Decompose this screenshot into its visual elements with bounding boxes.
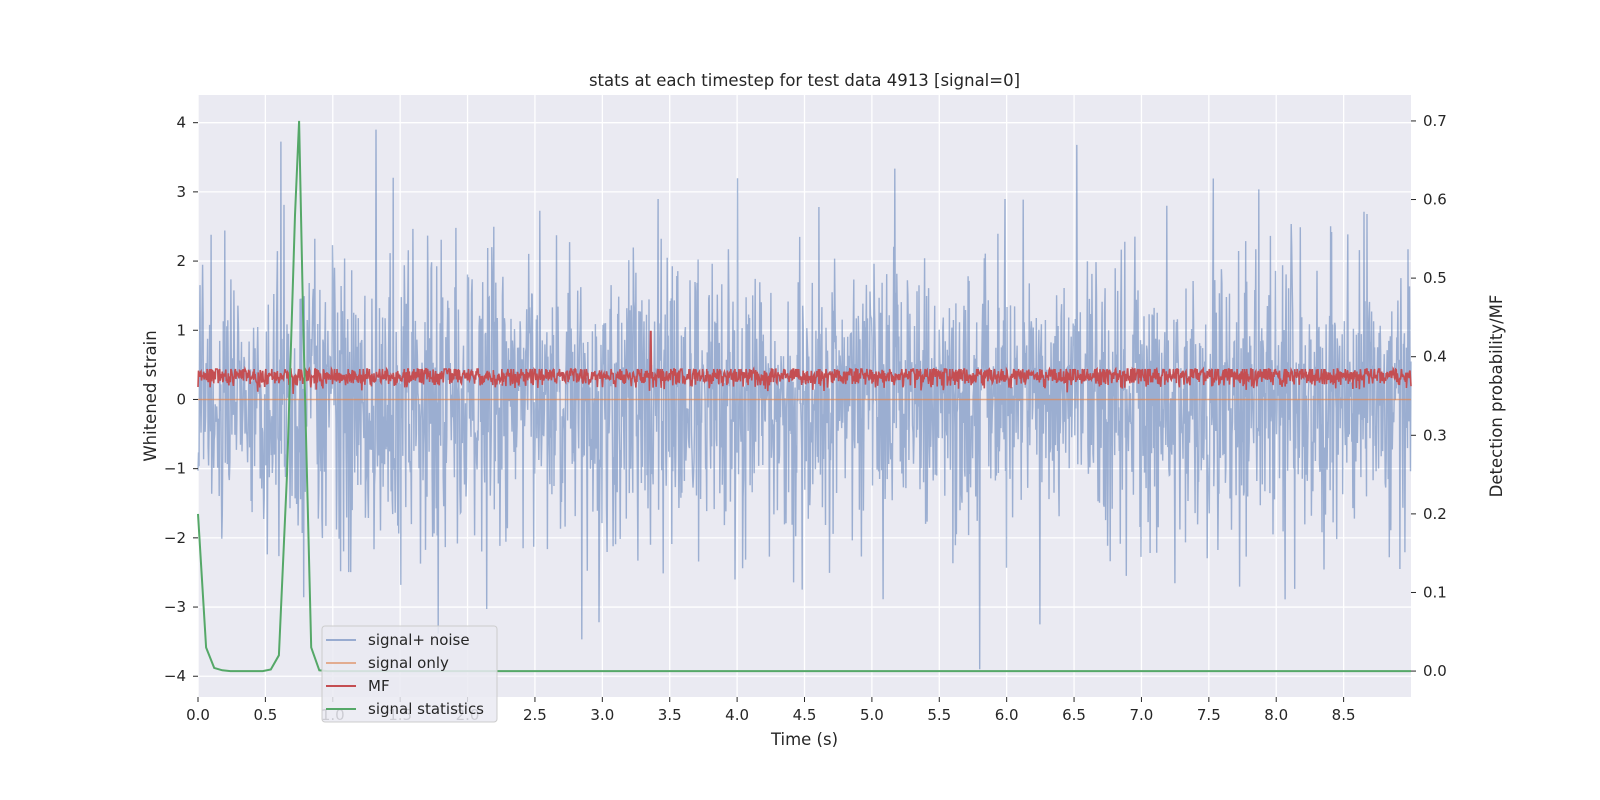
x-tick-label: 3.0	[590, 706, 614, 724]
x-tick-label: 3.5	[658, 706, 682, 724]
y-right-tick-label: 0.7	[1423, 112, 1447, 130]
y-axis-left: 4 3 2 1 0 −1 −2 −3 −4	[164, 114, 198, 685]
x-tick-label: 6.5	[1062, 706, 1086, 724]
y-left-tick-label: −2	[164, 529, 186, 547]
y-left-tick-label: 0	[176, 390, 186, 408]
y-right-tick-label: 0.0	[1423, 662, 1447, 680]
y-left-tick-label: 3	[176, 183, 186, 201]
y-left-tick-label: −3	[164, 598, 186, 616]
legend-label: signal+ noise	[368, 631, 470, 649]
y-left-tick-label: −1	[164, 460, 186, 478]
y-axis-right: 0.7 0.6 0.5 0.4 0.3 0.2 0.1 0.0	[1411, 112, 1447, 680]
legend-label: signal only	[368, 654, 449, 672]
legend-box	[321, 625, 498, 723]
y-axis-left-label: Whitened strain	[141, 330, 160, 461]
x-tick-label: 4.0	[725, 706, 749, 724]
chart-title: stats at each timestep for test data 491…	[589, 71, 1020, 90]
series-signal-statistics-line	[197, 120, 1411, 673]
x-tick-label: 4.5	[793, 706, 817, 724]
legend-label: signal statistics	[368, 700, 484, 718]
series-signal-noise-line	[197, 129, 1412, 670]
legend: signal+ noise signal only MF signal statist…	[321, 625, 498, 723]
y-right-tick-label: 0.3	[1423, 426, 1447, 444]
y-right-tick-label: 0.4	[1423, 348, 1447, 366]
x-tick-label: 7.5	[1197, 706, 1221, 724]
x-axis-label: Time (s)	[770, 730, 838, 749]
y-right-tick-label: 0.1	[1423, 583, 1447, 601]
y-left-tick-label: 1	[176, 321, 186, 339]
x-tick-label: 0.0	[186, 706, 210, 724]
y-left-tick-label: 4	[176, 114, 186, 132]
y-right-tick-label: 0.2	[1423, 505, 1447, 523]
x-tick-label: 8.5	[1332, 706, 1356, 724]
legend-label: MF	[368, 677, 390, 695]
x-tick-label: 0.5	[253, 706, 277, 724]
x-tick-label: 2.5	[523, 706, 547, 724]
x-tick-label: 5.0	[860, 706, 884, 724]
x-tick-label: 6.0	[995, 706, 1019, 724]
y-right-tick-label: 0.5	[1423, 269, 1447, 287]
x-tick-label: 5.5	[927, 706, 951, 724]
x-tick-label: 7.0	[1130, 706, 1154, 724]
y-axis-right-label: Detection probability/MF	[1487, 295, 1506, 498]
x-tick-label: 8.0	[1264, 706, 1288, 724]
y-right-tick-label: 0.6	[1423, 191, 1447, 209]
series-layer	[197, 120, 1412, 673]
series-mf-line	[197, 330, 1412, 394]
y-left-tick-label: 2	[176, 252, 186, 270]
y-left-tick-label: −4	[164, 667, 186, 685]
